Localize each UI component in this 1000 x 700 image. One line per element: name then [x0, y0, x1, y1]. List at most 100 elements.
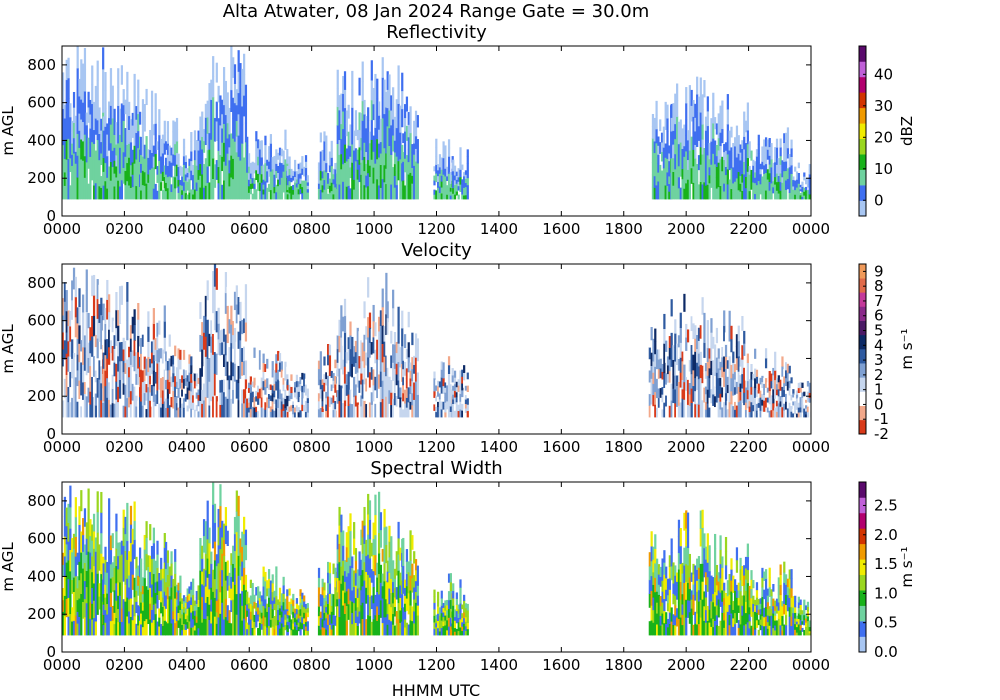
echo-cell — [72, 91, 76, 108]
echo-cell — [653, 187, 656, 200]
echo-cell — [80, 79, 83, 100]
echo-cell — [292, 605, 295, 612]
echo-cell — [284, 159, 287, 170]
echo-cell — [466, 156, 469, 164]
echo-cell — [444, 160, 447, 169]
echo-cell — [91, 160, 94, 181]
echo-cell — [145, 618, 148, 636]
echo-cell — [184, 385, 187, 394]
echo-cell — [182, 617, 186, 625]
echo-cell — [150, 395, 154, 407]
echo-cell — [726, 184, 729, 200]
echo-cell — [442, 362, 445, 371]
echo-cell — [805, 186, 808, 191]
echo-cell — [239, 320, 242, 341]
echo-cell — [140, 353, 143, 370]
echo-cell — [82, 518, 85, 536]
echo-cell — [251, 396, 254, 403]
echo-cell — [83, 580, 87, 600]
echo-cell — [790, 156, 793, 166]
echo-cell — [683, 399, 686, 418]
echo-cell — [383, 326, 386, 342]
echo-cell — [734, 172, 737, 182]
echo-cell — [754, 166, 757, 173]
echo-cell — [111, 605, 114, 621]
echo-cell — [734, 379, 737, 388]
echo-cell — [292, 410, 295, 415]
echo-cell — [244, 360, 248, 380]
echo-cell — [792, 189, 795, 193]
echo-cell — [239, 607, 242, 622]
colorbar-label: m s⁻¹ — [898, 328, 916, 369]
echo-cell — [62, 332, 65, 350]
echo-cell — [734, 137, 737, 147]
echo-cell — [91, 587, 94, 604]
echo-cell — [764, 397, 768, 408]
colorbar-tick-label: 40 — [874, 65, 893, 83]
echo-cell — [98, 133, 101, 148]
echo-cell — [266, 611, 269, 620]
echo-cell — [179, 349, 182, 360]
echo-cell — [803, 395, 806, 401]
echo-cell — [775, 147, 779, 157]
echo-cell — [89, 114, 92, 129]
echo-cell — [241, 143, 244, 163]
echo-cell — [661, 379, 664, 388]
echo-cell — [120, 554, 123, 569]
echo-cell — [447, 173, 451, 183]
echo-cell — [161, 189, 165, 200]
echo-cell — [271, 385, 274, 394]
echo-cell — [464, 385, 468, 391]
echo-cell — [660, 170, 664, 181]
echo-cell — [761, 399, 764, 406]
echo-cell — [672, 345, 675, 360]
echo-cell — [179, 601, 182, 610]
echo-cell — [327, 344, 330, 355]
echo-cell — [244, 341, 248, 361]
echo-cell — [741, 344, 744, 360]
echo-cell — [459, 401, 462, 410]
echo-cell — [267, 597, 271, 608]
echo-cell — [258, 157, 262, 167]
echo-cell — [659, 397, 662, 408]
echo-cell — [413, 355, 416, 366]
echo-cell — [158, 160, 161, 174]
echo-cell — [262, 576, 265, 587]
echo-cell — [437, 401, 440, 408]
echo-cell — [697, 184, 701, 200]
echo-cell — [286, 614, 289, 619]
echo-cell — [126, 320, 129, 341]
echo-cell — [212, 375, 215, 397]
echo-cell — [741, 165, 744, 175]
echo-cell — [806, 396, 810, 402]
echo-cell — [150, 622, 154, 636]
echo-cell — [147, 371, 150, 388]
echo-cell — [94, 370, 97, 383]
echo-cell — [663, 372, 666, 388]
x-tick-label: 2200 — [729, 438, 767, 456]
echo-cell — [685, 390, 688, 405]
echo-cell — [275, 625, 278, 636]
echo-cell — [172, 381, 175, 391]
echo-cell — [63, 339, 67, 360]
echo-cell — [713, 152, 717, 165]
echo-cell — [94, 182, 97, 200]
echo-cell — [193, 630, 197, 636]
echo-cell — [290, 392, 293, 400]
echo-cell — [774, 351, 777, 362]
echo-cell — [115, 345, 118, 364]
echo-cell — [108, 329, 111, 348]
echo-cell — [163, 120, 166, 133]
echo-cell — [193, 169, 197, 180]
echo-cell — [241, 531, 244, 547]
echo-cell — [102, 352, 105, 369]
echo-cell — [442, 401, 445, 410]
echo-cell — [94, 102, 97, 119]
echo-cell — [397, 84, 400, 104]
echo-cell — [393, 368, 397, 381]
echo-cell — [719, 385, 722, 394]
echo-cell — [161, 403, 165, 418]
echo-cell — [401, 292, 404, 311]
echo-cell — [774, 176, 777, 185]
echo-cell — [806, 184, 810, 188]
